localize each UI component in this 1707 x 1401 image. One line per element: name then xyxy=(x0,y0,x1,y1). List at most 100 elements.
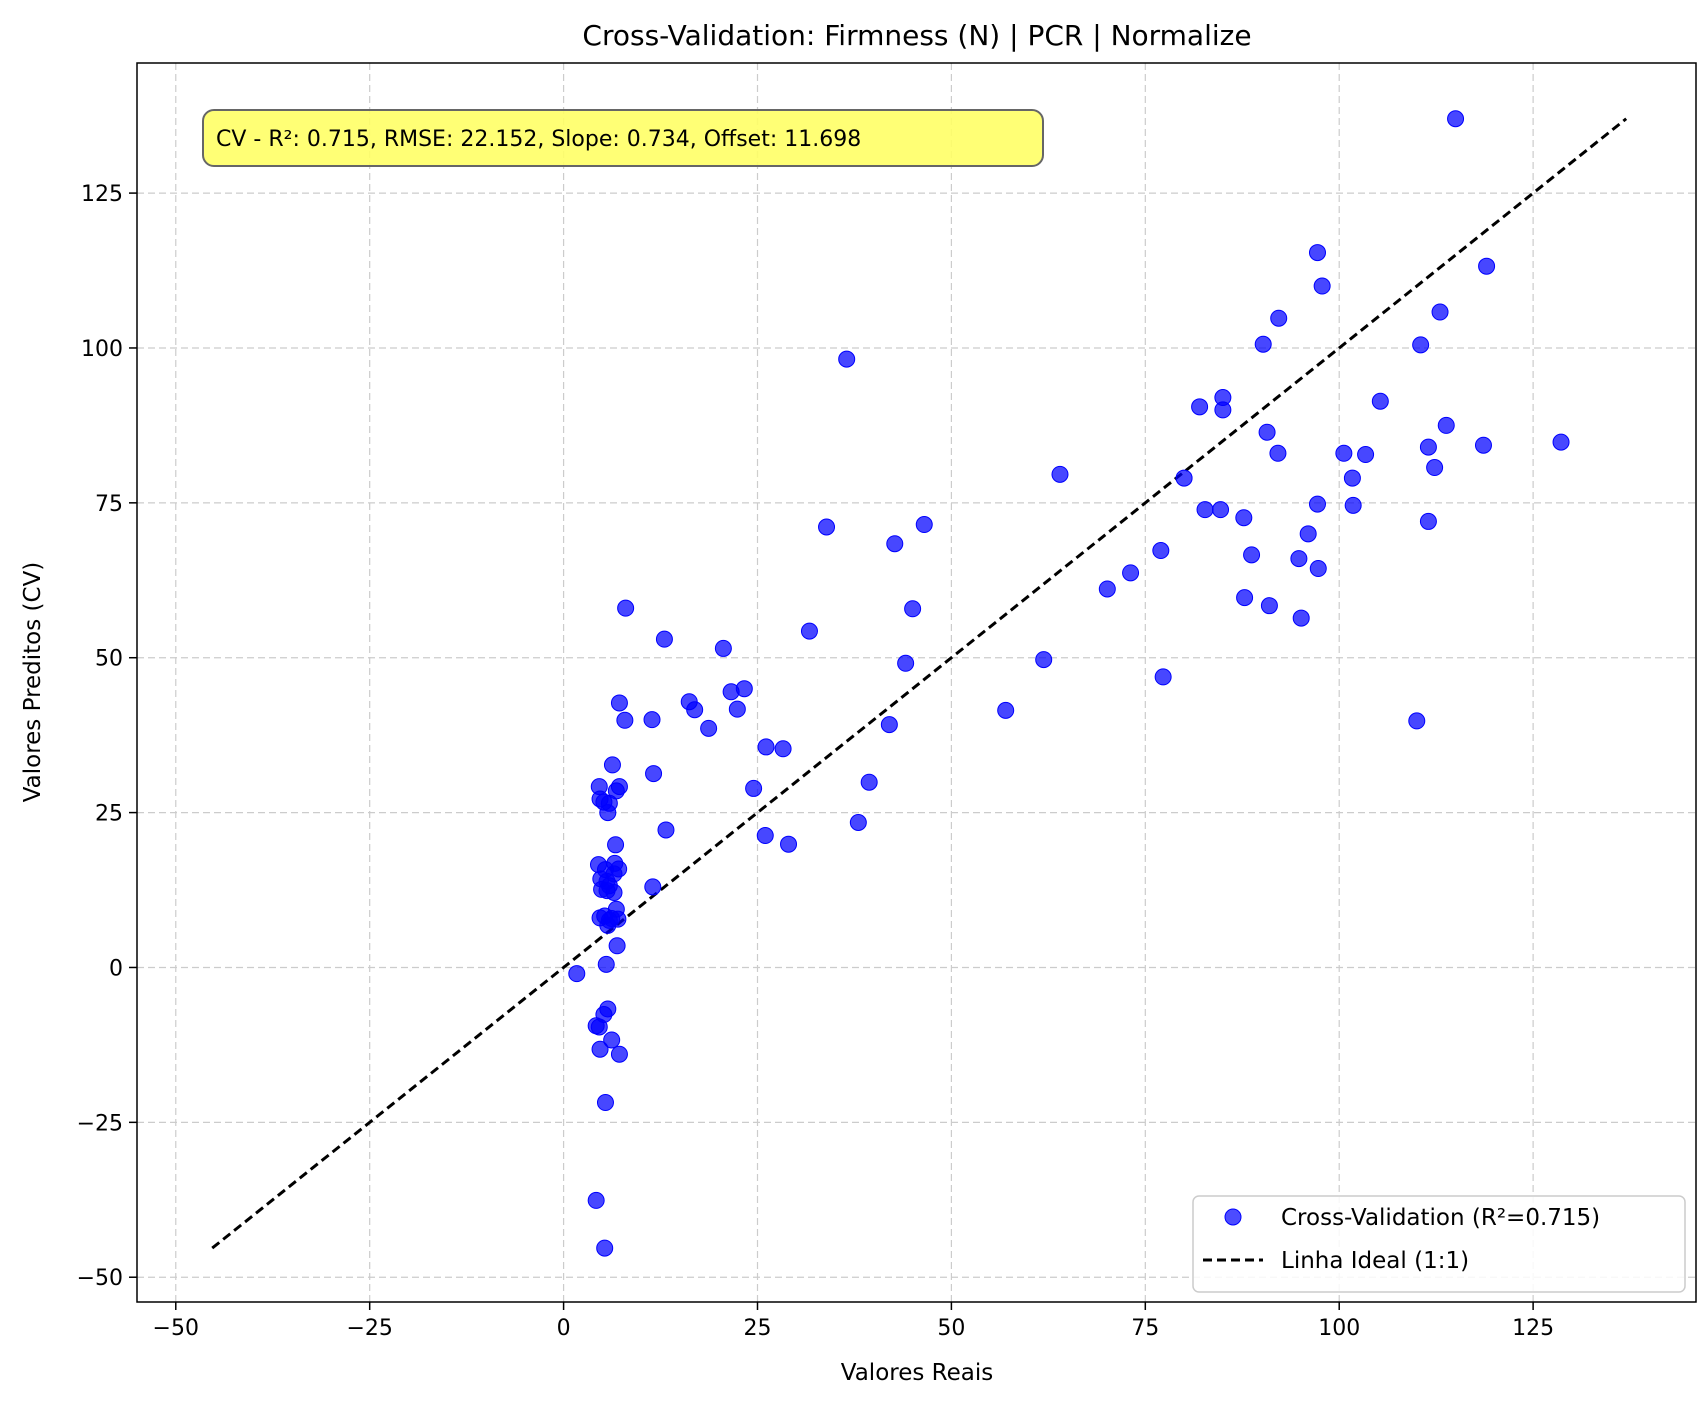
scatter-point xyxy=(1308,495,1326,513)
scatter-point xyxy=(818,518,836,536)
y-tick-label: 50 xyxy=(95,647,123,672)
scatter-point xyxy=(714,639,732,657)
y-axis-title: Valores Preditos (CV) xyxy=(20,562,46,803)
scatter-point xyxy=(1412,336,1430,354)
annotation-box xyxy=(202,109,1044,167)
scatter-point xyxy=(1122,564,1140,582)
scatter-point xyxy=(1290,550,1308,568)
scatter-point xyxy=(643,711,661,729)
y-tick-label: −25 xyxy=(77,1111,123,1136)
scatter-point xyxy=(1335,444,1353,462)
scatter-point xyxy=(1260,597,1278,615)
scatter-point xyxy=(1357,446,1375,464)
scatter-point xyxy=(1474,436,1492,454)
legend-label-cv: Cross-Validation (R²=0.715) xyxy=(1281,1205,1600,1231)
scatter-points xyxy=(568,110,1570,1257)
x-tick-label: 50 xyxy=(937,1316,965,1341)
scatter-point xyxy=(590,1018,608,1036)
scatter-point xyxy=(1308,244,1326,262)
x-tick-label: 100 xyxy=(1318,1316,1360,1341)
scatter-point xyxy=(610,1045,628,1063)
scatter-point xyxy=(1371,392,1389,410)
scatter-point xyxy=(756,827,774,845)
x-tick-label: −50 xyxy=(153,1316,199,1341)
scatter-point xyxy=(597,955,615,973)
y-tick-label: 0 xyxy=(109,956,123,981)
scatter-point xyxy=(880,716,898,734)
scatter-point xyxy=(745,779,763,797)
legend-label-ideal: Linha Ideal (1:1) xyxy=(1281,1248,1469,1274)
scatter-point xyxy=(1447,110,1465,128)
scatter-point xyxy=(800,622,818,640)
scatter-point xyxy=(1196,501,1214,519)
y-tick-label: 125 xyxy=(81,182,123,207)
scatter-point xyxy=(568,965,586,983)
scatter-point xyxy=(1236,589,1254,607)
scatter-point xyxy=(1051,465,1069,483)
scatter-point xyxy=(1152,542,1170,560)
scatter-point xyxy=(838,350,856,368)
scatter-point xyxy=(607,836,625,854)
x-axis-ticks: −50 −25 0 25 50 75 100 125 xyxy=(153,1302,1554,1341)
scatter-point xyxy=(587,1191,605,1209)
scatter-point xyxy=(1426,459,1444,477)
scatter-point xyxy=(1269,444,1287,462)
x-tick-label: 125 xyxy=(1512,1316,1554,1341)
scatter-point xyxy=(610,694,628,712)
y-tick-label: −50 xyxy=(77,1266,123,1291)
scatter-point xyxy=(1552,433,1570,451)
scatter-point xyxy=(1431,303,1449,321)
scatter-point xyxy=(886,535,904,553)
scatter-point xyxy=(849,814,867,832)
scatter-point xyxy=(1098,580,1116,598)
scatter-point xyxy=(904,600,922,618)
scatter-point xyxy=(617,599,635,617)
scatter-point xyxy=(1154,668,1172,686)
scatter-point xyxy=(722,683,740,701)
x-tick-label: −25 xyxy=(346,1316,392,1341)
scatter-point xyxy=(1243,546,1261,564)
scatter-point xyxy=(644,878,662,896)
scatter-point xyxy=(1235,509,1253,527)
scatter-point xyxy=(860,773,878,791)
y-tick-label: 75 xyxy=(95,492,123,517)
stats-annotation: CV - R²: 0.715, RMSE: 22.152, Slope: 0.7… xyxy=(202,109,1044,167)
scatter-point xyxy=(897,654,915,672)
scatter-point xyxy=(1258,423,1276,441)
scatter-point xyxy=(780,835,798,853)
scatter-point xyxy=(1437,416,1455,434)
ideal-line-layer xyxy=(211,117,1628,1250)
legend: Cross-Validation (R²=0.715) Linha Ideal … xyxy=(1192,1195,1686,1293)
scatter-point xyxy=(757,738,775,756)
scatter-point xyxy=(686,701,704,719)
scatter-point xyxy=(1214,401,1232,419)
x-tick-label: 0 xyxy=(557,1316,571,1341)
y-tick-label: 25 xyxy=(95,802,123,827)
y-tick-label: 100 xyxy=(81,337,123,362)
scatter-point xyxy=(1419,438,1437,456)
scatter-point xyxy=(1299,525,1317,543)
x-tick-label: 75 xyxy=(1131,1316,1159,1341)
plot-frame xyxy=(136,62,1697,1303)
scatter-point xyxy=(1408,712,1426,730)
scatter-point xyxy=(603,1031,621,1049)
scatter-point xyxy=(605,884,623,902)
scatter-point xyxy=(596,1239,614,1257)
scatter-point xyxy=(700,719,718,737)
ideal-line xyxy=(211,117,1628,1250)
legend-box xyxy=(1192,1195,1686,1293)
x-axis-title: Valores Reais xyxy=(841,1360,993,1386)
scatter-point xyxy=(774,740,792,758)
chart-title: Cross-Validation: Firmness (N) | PCR | N… xyxy=(582,19,1251,52)
scatter-point xyxy=(1478,257,1496,275)
scatter-point xyxy=(1292,609,1310,627)
scatter-point xyxy=(1212,501,1230,519)
scatter-point xyxy=(1175,469,1193,487)
scatter-point xyxy=(616,711,634,729)
scatter-point xyxy=(1419,512,1437,530)
scatter-point xyxy=(608,937,626,955)
scatter-point xyxy=(1035,651,1053,669)
legend-marker-cv xyxy=(1224,1208,1242,1226)
